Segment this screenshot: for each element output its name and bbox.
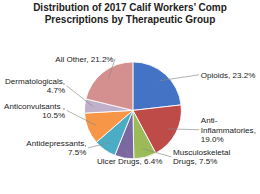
- chart: Distribution of 2017 Calif Workers’ Comp…: [0, 0, 260, 194]
- slice-label-line: Inflammatories,: [201, 126, 256, 135]
- slices: [84, 62, 181, 159]
- labels: Opioids, 23.2% Anti-Inflammatories,19.0% M…: [4, 55, 256, 167]
- slice-label: Anticonvulsants ,10.5%: [4, 102, 65, 120]
- slice: [133, 62, 181, 110]
- slice: [86, 62, 133, 110]
- slice-label: MusculoskeletalDrugs, 7.5%: [173, 148, 231, 166]
- slice-label-line: Anti-: [201, 116, 218, 125]
- leader-line: [67, 86, 94, 107]
- slice-label-line: Opioids, 23.2%: [201, 71, 256, 80]
- slice: [85, 110, 133, 142]
- leader-line: [159, 75, 199, 81]
- slice-label-line: 19.0%: [201, 135, 224, 144]
- slice-label: Dermatologicals,4.7%: [5, 77, 65, 95]
- leader-line: [88, 143, 110, 148]
- slice-label-line: 4.7%: [47, 86, 65, 95]
- slice-label-line: All Other, 21.2%: [55, 55, 113, 64]
- slice-label: Anti-Inflammatories,19.0%: [201, 116, 256, 144]
- leader-line: [126, 149, 130, 156]
- leader-line: [67, 110, 96, 125]
- pie-group: Opioids, 23.2% Anti-Inflammatories,19.0% M…: [4, 55, 256, 167]
- slice-label-line: Anticonvulsants ,: [4, 102, 65, 111]
- slice-label-line: Antidepressants,: [26, 139, 86, 148]
- slice-label: Ulcer Drugs, 6.4%: [97, 157, 162, 166]
- title: Distribution of 2017 Calif Workers’ Comp…: [33, 2, 227, 25]
- slice-label-line: Ulcer Drugs, 6.4%: [97, 157, 162, 166]
- slice-label: All Other, 21.2%: [55, 55, 113, 64]
- slice-label-line: Musculoskeletal: [173, 148, 231, 157]
- title-line: Prescriptions by Therapeutic Group: [45, 14, 216, 25]
- slice-label-line: Dermatologicals,: [5, 77, 65, 86]
- slice-label: Antidepressants,7.5%: [26, 139, 86, 157]
- slice-label-line: Drugs, 7.5%: [173, 157, 217, 166]
- slice-label-line: 10.5%: [42, 111, 65, 120]
- slice-label: Opioids, 23.2%: [201, 71, 256, 80]
- leader-line: [168, 128, 199, 130]
- title-line: Distribution of 2017 Calif Workers’ Comp: [33, 2, 227, 13]
- leader-lines: [67, 59, 199, 157]
- slice-label-line: 7.5%: [68, 148, 86, 157]
